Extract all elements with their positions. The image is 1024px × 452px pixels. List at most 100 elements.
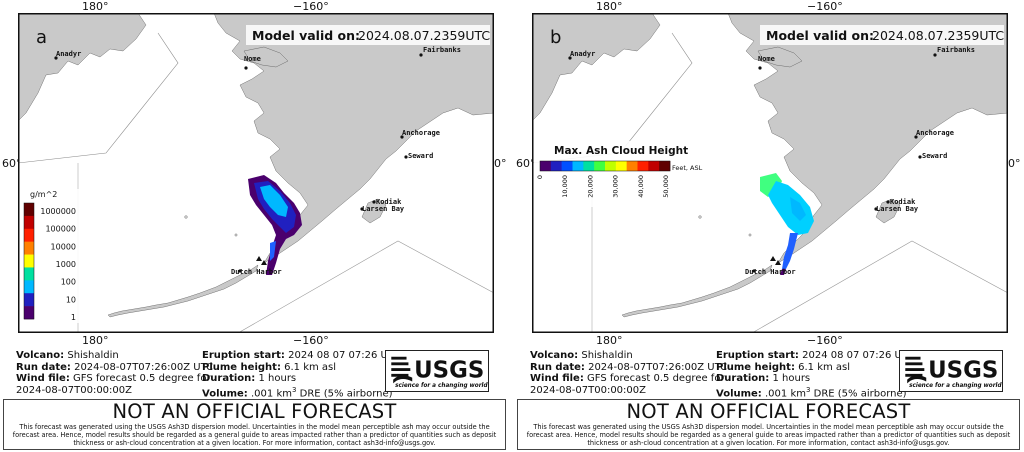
fir-boundary-south (237, 240, 494, 333)
fir-boundary-south-b (751, 240, 1008, 333)
bottom-tick-160w-b: −160° (807, 334, 843, 347)
legend-color-bar-a (23, 202, 35, 320)
kodiak-island-b (875, 198, 901, 224)
eruption-start: 2024 08 07 07:26 UTC (288, 350, 401, 361)
panel-a: 180° −160° 60° 60° 180° −160° (2, 0, 508, 452)
city-dot-seward (404, 155, 408, 159)
disclaimer-title: NOT AN OFFICIAL FORECAST (112, 400, 397, 423)
city-dot-anchorage (400, 135, 404, 139)
legend-a-swatch (24, 241, 34, 255)
valid-label-b: Model valid on: (766, 28, 874, 43)
eruption-info-a: Eruption start: 2024 08 07 07:26 UTC Plu… (202, 350, 401, 399)
city-dot-dutch-harbor (238, 269, 242, 273)
run-date: 2024-08-07T07:26:00Z UTC (74, 361, 214, 373)
ash-deposit-map: Anadyr Nome Fairbanks Anchorage Seward K… (18, 13, 494, 333)
eruption-info-b: Eruption start: 2024 08 07 07:26 UTC Plu… (716, 350, 915, 399)
legend-a-label: 1000 (56, 260, 76, 269)
usgs-logo-b: USGS science for a changing world (899, 350, 1003, 392)
siberia-landmass (18, 13, 147, 122)
legend-labels-b: 0 10,000 20,000 30,000 40,000 50,000 (536, 175, 670, 198)
wind-file: GFS forecast 0.5 degree for (73, 373, 211, 384)
city-label-seward: Seward (408, 152, 433, 160)
usgs-logo: USGS science for a changing world (385, 350, 489, 392)
ash-cloud-plume (760, 173, 814, 275)
city-label-anadyr: Anadyr (56, 50, 81, 58)
run-info-b: Volcano: Shishaldin Run date: 2024-08-07… (530, 350, 728, 396)
island-pribilof-b (748, 233, 752, 237)
disclaimer-box-a: NOT AN OFFICIAL FORECAST This forecast w… (3, 399, 506, 450)
legend-b-label: 10,000 (561, 175, 569, 198)
kodiak-island (361, 198, 387, 224)
duration: 1 hours (258, 373, 297, 384)
plume-height: 6.1 km asl (284, 361, 337, 373)
cloud-height-legend: Max. Ash Cloud Height Feet, ASL 0 10,000 2… (534, 141, 726, 207)
map-frame-a (18, 13, 494, 333)
panel-letter-a: a (36, 27, 47, 48)
legend-b-swatch (540, 161, 552, 171)
legend-a-swatch (24, 228, 34, 242)
legend-a-label: 1000000 (40, 207, 76, 216)
legend-b-swatch (615, 161, 627, 171)
legend-b-swatch (572, 161, 584, 171)
valid-box-b (760, 25, 1004, 45)
city-label-larsen-bay: Larsen Bay (362, 205, 405, 213)
top-tick-180: 180° (82, 0, 109, 13)
svg-text:science for a changing world: science for a changing world (909, 383, 1002, 389)
panel-letter-b: b (550, 27, 561, 48)
disclaimer-text: This forecast was generated using the US… (12, 423, 497, 447)
siberia-landmass-b (532, 13, 661, 122)
city-label-dutch-harbor-b: Dutch Harbor (745, 268, 796, 276)
city-label-dutch-harbor: Dutch Harbor (231, 268, 282, 276)
svg-text:USGS: USGS (928, 358, 998, 384)
left-tick-60: 60° (2, 157, 22, 170)
top-tick-160w: −160° (293, 0, 329, 13)
seward-peninsula-b (757, 46, 803, 68)
island-pribilof (234, 233, 238, 237)
run-info-a: Volcano: Shishaldin Run date: 2024-08-07… (16, 350, 214, 396)
legend-a-label: 10000 (51, 242, 76, 251)
city-dot-anadyr (54, 56, 58, 60)
legend-b-label: 20,000 (586, 175, 594, 198)
legend-a-swatch (24, 267, 34, 281)
legend-a-swatch (24, 203, 34, 217)
volcano-triangle-1 (256, 256, 262, 261)
wind-date: 2024-08-07T00:00:00Z (16, 384, 132, 396)
city-label-nome-b: Nome (758, 55, 775, 63)
city-label-anadyr-b: Anadyr (570, 50, 595, 58)
legend-a-label: 100 (61, 278, 76, 287)
bottom-tick-160w: −160° (293, 334, 329, 347)
city-label-kodiak-b: Kodiak (890, 198, 916, 206)
legend-b-swatch (594, 161, 606, 171)
legend-a-label: 1 (71, 313, 76, 322)
city-label-fairbanks: Fairbanks (423, 46, 461, 54)
ash-cloud-height-map: Anadyr Nome Fairbanks Anchorage Seward K… (532, 13, 1008, 333)
aleutian-islands-b (621, 264, 773, 318)
legend-b-swatch (605, 161, 617, 171)
city-label-anchorage: Anchorage (402, 129, 440, 137)
city-label-seward-b: Seward (922, 152, 947, 160)
legend-a-swatch (24, 254, 34, 268)
city-label-fairbanks-b: Fairbanks (937, 46, 975, 54)
seward-peninsula (243, 46, 289, 68)
legend-title-a: g/m^2 (30, 190, 57, 199)
city-markers: Anadyr Nome Fairbanks Anchorage Seward K… (54, 46, 461, 276)
city-label-larsen-bay-b: Larsen Bay (876, 205, 919, 213)
city-dot-kodiak (372, 200, 376, 204)
legend-color-bar-b (539, 160, 671, 172)
legend-labels-a: 1000000 100000 10000 1000 100 10 1 (40, 207, 76, 322)
legend-a-swatch (24, 306, 34, 320)
legend-b-swatch (583, 161, 595, 171)
top-tick-180-b: 180° (596, 0, 623, 13)
volcano-name: Shishaldin (67, 350, 119, 361)
legend-a-swatch (24, 280, 34, 294)
legend-a-label: 10 (66, 295, 76, 304)
valid-label-a: Model valid on: (252, 28, 360, 43)
left-tick-60-b: 60° (516, 157, 536, 170)
legend-a-swatch (24, 293, 34, 307)
legend-b-label: 50,000 (662, 175, 670, 198)
legend-a-swatch (24, 215, 34, 230)
svg-text:science for a changing world: science for a changing world (395, 383, 488, 389)
bottom-tick-180-b: 180° (596, 334, 623, 347)
svg-text:USGS: USGS (414, 358, 484, 384)
disclaimer-box-b: NOT AN OFFICIAL FORECAST This forecast w… (517, 399, 1020, 450)
